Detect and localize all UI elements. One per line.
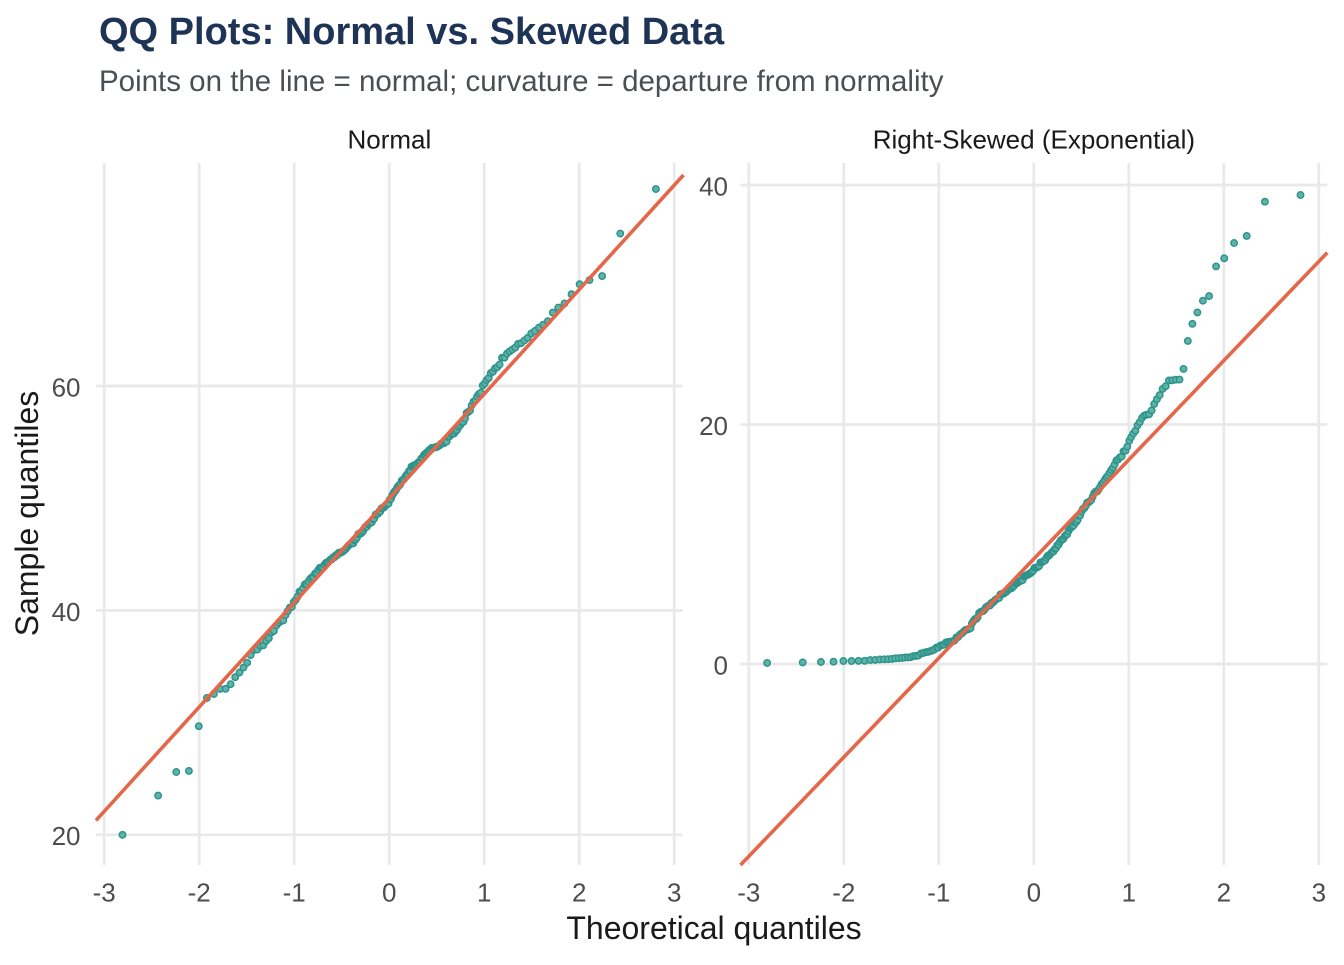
svg-text:-1: -1	[283, 878, 306, 908]
svg-text:0: 0	[382, 878, 396, 908]
svg-text:-2: -2	[188, 878, 211, 908]
svg-text:0: 0	[1027, 878, 1041, 908]
svg-text:Points on the line = normal; c: Points on the line = normal; curvature =…	[99, 65, 944, 98]
svg-text:0: 0	[714, 650, 728, 680]
svg-text:2: 2	[572, 878, 586, 908]
svg-text:40: 40	[699, 171, 728, 201]
svg-text:1: 1	[477, 878, 491, 908]
svg-text:-1: -1	[927, 878, 950, 908]
svg-text:-3: -3	[737, 878, 760, 908]
svg-text:2: 2	[1217, 878, 1231, 908]
svg-text:Theoretical quantiles: Theoretical quantiles	[566, 910, 861, 946]
svg-text:-3: -3	[93, 878, 116, 908]
svg-text:1: 1	[1122, 878, 1136, 908]
svg-text:40: 40	[52, 597, 81, 627]
svg-text:Sample quantiles: Sample quantiles	[9, 391, 45, 636]
svg-text:Normal: Normal	[348, 125, 432, 155]
svg-text:Right-Skewed (Exponential): Right-Skewed (Exponential)	[873, 125, 1195, 155]
svg-text:3: 3	[1312, 878, 1326, 908]
svg-text:20: 20	[699, 411, 728, 441]
svg-text:3: 3	[667, 878, 681, 908]
svg-text:-2: -2	[832, 878, 855, 908]
svg-text:60: 60	[52, 372, 81, 402]
svg-text:QQ Plots: Normal vs. Skewed Da: QQ Plots: Normal vs. Skewed Data	[99, 11, 725, 53]
svg-text:20: 20	[52, 821, 81, 851]
